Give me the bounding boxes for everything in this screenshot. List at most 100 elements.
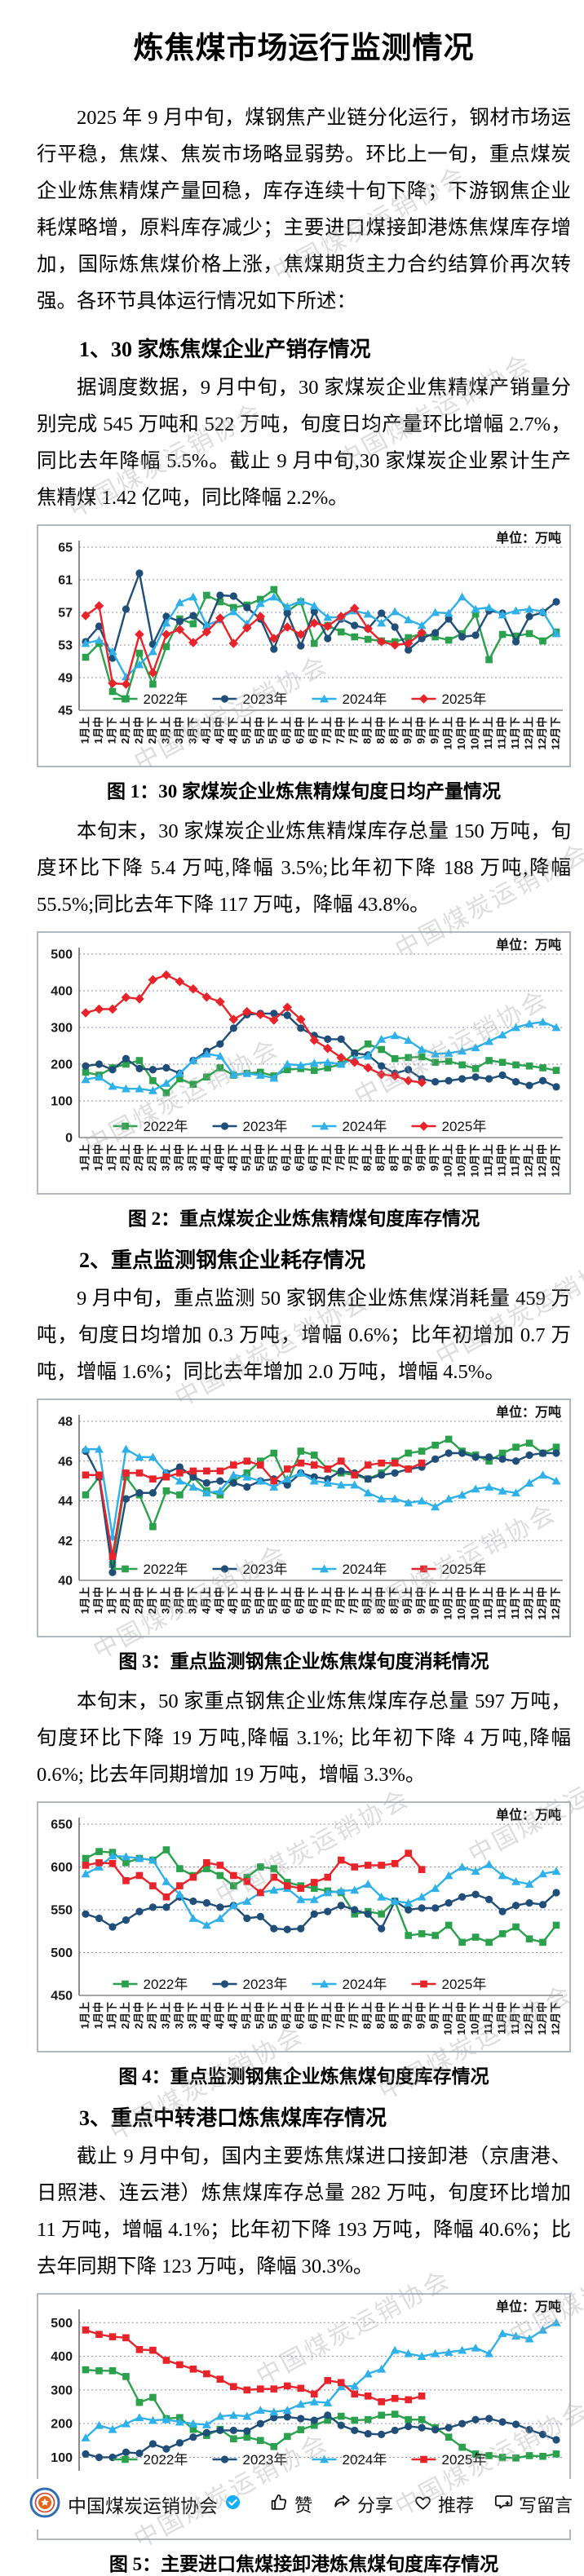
svg-text:2022年: 2022年 xyxy=(144,691,188,707)
svg-text:2月下: 2月下 xyxy=(146,717,158,744)
chart-1-caption: 图 1：30 家煤炭企业炼焦精煤旬度日均产量情况 xyxy=(107,781,501,802)
svg-text:单位：万吨: 单位：万吨 xyxy=(496,1807,561,1823)
svg-text:100: 100 xyxy=(51,1095,73,1109)
svg-text:200: 200 xyxy=(51,1058,73,1072)
svg-text:8月上: 8月上 xyxy=(361,2002,374,2029)
svg-text:3月下: 3月下 xyxy=(186,2002,198,2029)
svg-text:4月中: 4月中 xyxy=(213,717,225,744)
svg-text:6月下: 6月下 xyxy=(307,1144,320,1171)
svg-text:单位：万吨: 单位：万吨 xyxy=(496,1404,561,1420)
section-2-paragraph-2: 本旬末，50 家重点钢焦企业炼焦煤库存总量 597 万吨，旬度环比下降 19 万… xyxy=(37,1690,571,1786)
svg-text:46: 46 xyxy=(58,1455,73,1469)
svg-text:8月中: 8月中 xyxy=(374,1144,387,1171)
page-title: 炼焦煤市场运行监测情况 xyxy=(133,32,475,65)
svg-text:57: 57 xyxy=(58,607,73,621)
svg-text:11月中: 11月中 xyxy=(495,2002,507,2035)
svg-text:400: 400 xyxy=(51,2350,73,2364)
svg-text:4月下: 4月下 xyxy=(227,2002,239,2029)
chart-4-panel: 450 500 550 600 650 单位：万吨 2022年 2023年 2024年 2025年… xyxy=(37,1801,571,2052)
chart-1-production-line-chart: 45 49 53 57 61 65 单位：万吨 2022年 2023年 2024年 2025年 1月上… xyxy=(58,530,563,749)
svg-text:3月中: 3月中 xyxy=(173,2002,185,2029)
account-link[interactable]: 中国煤炭运销协会 xyxy=(29,2487,241,2522)
svg-text:2月中: 2月中 xyxy=(132,1587,144,1614)
svg-text:10月上: 10月上 xyxy=(442,1144,454,1177)
svg-text:4月上: 4月上 xyxy=(200,1587,212,1614)
chart-5-panel-bottom-border xyxy=(37,2530,571,2540)
svg-text:2025年: 2025年 xyxy=(442,2452,487,2468)
svg-text:9月中: 9月中 xyxy=(415,717,427,744)
svg-text:12月上: 12月上 xyxy=(522,1144,534,1177)
svg-text:6月中: 6月中 xyxy=(294,2002,306,2029)
svg-text:5月中: 5月中 xyxy=(254,1144,266,1171)
svg-text:6月上: 6月上 xyxy=(281,1587,293,1614)
svg-text:10月下: 10月下 xyxy=(469,1144,481,1177)
svg-text:9月上: 9月上 xyxy=(401,717,414,744)
section-3-heading: 3、重点中转港口炼焦煤库存情况 xyxy=(79,2106,387,2130)
svg-text:3月下: 3月下 xyxy=(186,1587,198,1614)
svg-text:单位：万吨: 单位：万吨 xyxy=(496,937,561,952)
svg-text:7月下: 7月下 xyxy=(347,2002,360,2029)
svg-text:2022年: 2022年 xyxy=(144,1562,188,1577)
svg-text:2025年: 2025年 xyxy=(442,1119,487,1134)
svg-text:0: 0 xyxy=(65,1132,73,1146)
svg-text:4月上: 4月上 xyxy=(200,717,212,744)
svg-text:3月中: 3月中 xyxy=(173,717,185,744)
svg-text:7月中: 7月中 xyxy=(334,2002,347,2029)
svg-text:11月下: 11月下 xyxy=(509,717,521,749)
svg-text:9月下: 9月下 xyxy=(428,717,440,744)
svg-text:12月中: 12月中 xyxy=(536,2002,548,2035)
svg-text:8月上: 8月上 xyxy=(361,1144,374,1171)
svg-text:500: 500 xyxy=(51,948,73,962)
svg-text:11月上: 11月上 xyxy=(482,1144,494,1177)
svg-text:9月中: 9月中 xyxy=(415,2002,427,2029)
chart-5-caption: 图 5：主要进口焦煤接卸港炼焦煤旬度库存情况 xyxy=(108,2554,499,2574)
svg-text:12月上: 12月上 xyxy=(522,2002,534,2035)
svg-text:4月上: 4月上 xyxy=(200,2002,212,2029)
svg-text:5月上: 5月上 xyxy=(240,1587,252,1614)
chart-2-coal-inventory-line-chart: 0 100 200 300 400 500 单位：万吨 2022年 2023年 2024年 2025… xyxy=(51,937,563,1177)
svg-text:12月下: 12月下 xyxy=(549,1587,561,1619)
section-1-heading: 1、30 家炼焦煤企业产销存情况 xyxy=(79,338,371,361)
svg-text:2025年: 2025年 xyxy=(442,691,487,707)
svg-text:6月中: 6月中 xyxy=(294,1587,306,1614)
svg-text:9月下: 9月下 xyxy=(428,1144,440,1171)
svg-text:8月下: 8月下 xyxy=(388,717,400,744)
svg-text:1月中: 1月中 xyxy=(92,1587,104,1614)
svg-text:5月上: 5月上 xyxy=(240,717,252,744)
svg-text:1月下: 1月下 xyxy=(105,2002,117,2029)
svg-text:11月上: 11月上 xyxy=(482,1587,494,1619)
svg-text:7月下: 7月下 xyxy=(347,717,360,744)
svg-text:8月上: 8月上 xyxy=(361,717,374,744)
svg-text:2月下: 2月下 xyxy=(146,1144,158,1171)
svg-text:500: 500 xyxy=(51,2317,73,2331)
svg-text:400: 400 xyxy=(51,985,73,999)
share-button[interactable]: 分享 xyxy=(332,2491,393,2517)
svg-text:8月上: 8月上 xyxy=(361,1587,374,1614)
section-3-paragraph-1: 截止 9 月中旬，国内主要炼焦煤进口接卸港（京唐港、日照港、连云港）炼焦煤库存总… xyxy=(37,2145,571,2278)
svg-text:11月上: 11月上 xyxy=(482,717,494,749)
svg-text:3月上: 3月上 xyxy=(159,1587,171,1614)
svg-text:6月中: 6月中 xyxy=(294,717,306,744)
svg-text:2月上: 2月上 xyxy=(119,1587,131,1614)
recommend-button[interactable]: 推荐 xyxy=(413,2491,474,2517)
svg-text:5月下: 5月下 xyxy=(267,1144,279,1171)
svg-text:2023年: 2023年 xyxy=(243,2452,288,2468)
svg-text:4月下: 4月下 xyxy=(227,1587,239,1614)
svg-text:8月中: 8月中 xyxy=(374,717,387,744)
svg-text:2月上: 2月上 xyxy=(119,1144,131,1171)
svg-text:8月中: 8月中 xyxy=(374,2002,387,2029)
verified-badge-icon xyxy=(225,2494,241,2514)
svg-text:9月上: 9月上 xyxy=(401,1144,414,1171)
svg-text:1月中: 1月中 xyxy=(92,2002,104,2029)
footer-actions: 赞 分享 推荐 写留言 xyxy=(269,2491,573,2517)
comment-button[interactable]: 写留言 xyxy=(493,2491,573,2517)
svg-text:9月中: 9月中 xyxy=(415,1144,427,1171)
svg-text:9月上: 9月上 xyxy=(401,2002,414,2029)
svg-text:2023年: 2023年 xyxy=(243,1977,288,1992)
like-button[interactable]: 赞 xyxy=(269,2491,312,2517)
svg-text:12月下: 12月下 xyxy=(549,717,561,749)
chart-4-caption: 图 4：重点监测钢焦企业炼焦煤旬度库存情况 xyxy=(118,2066,489,2087)
svg-text:9月下: 9月下 xyxy=(428,1587,440,1614)
svg-text:5月上: 5月上 xyxy=(240,2002,252,2029)
svg-text:2023年: 2023年 xyxy=(243,1562,288,1577)
